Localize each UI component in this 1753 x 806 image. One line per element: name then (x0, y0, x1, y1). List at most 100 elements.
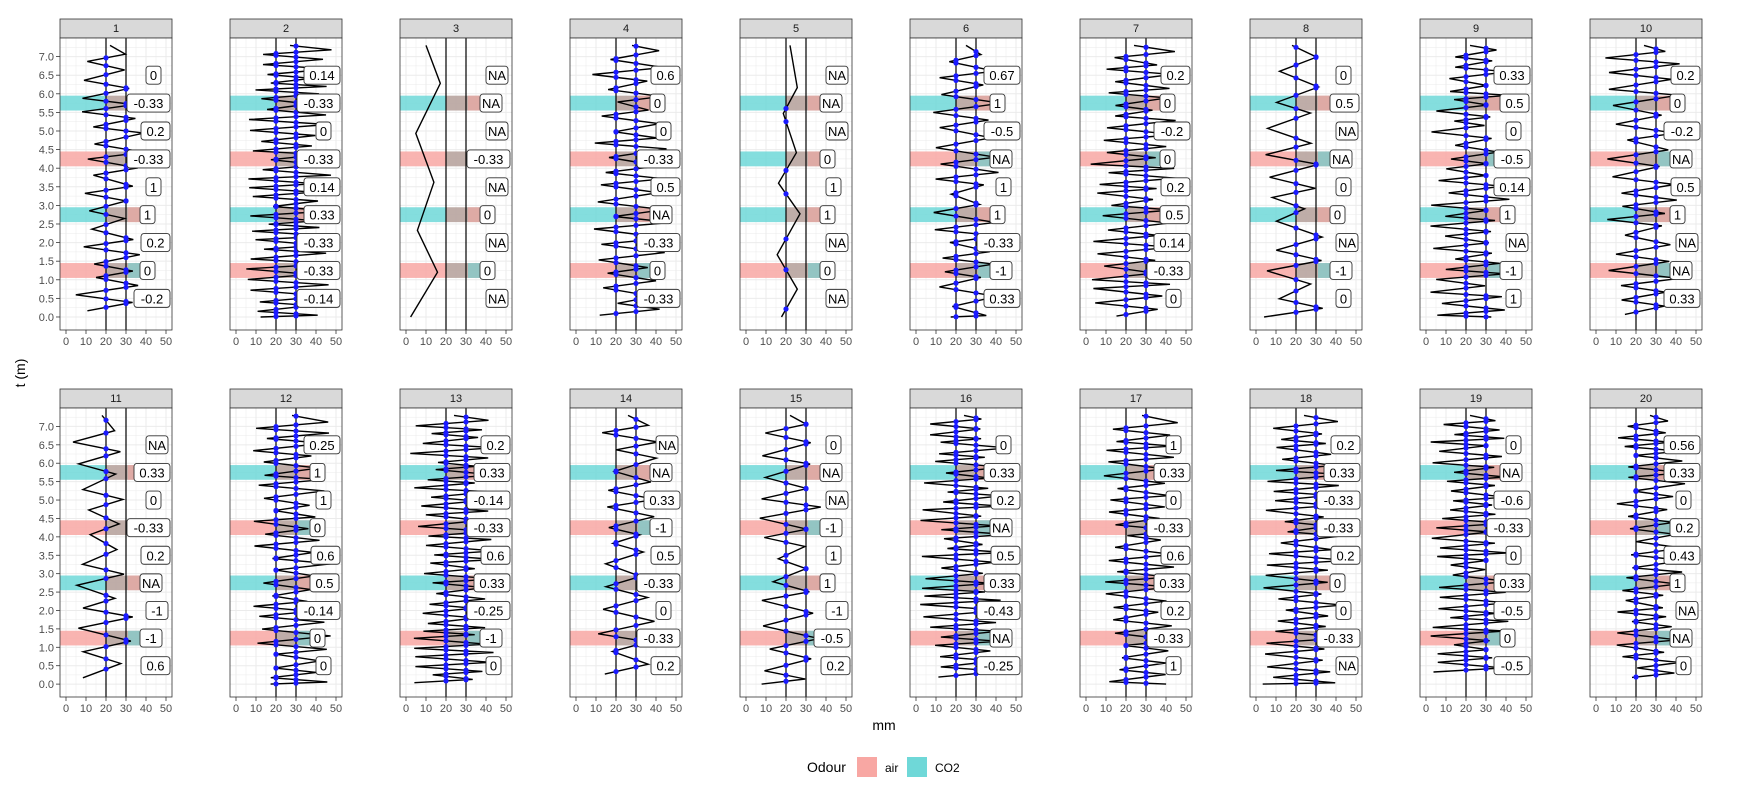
preference-label-box (309, 462, 326, 482)
x-tick-label: 50 (1690, 336, 1702, 348)
crossing-point (613, 229, 619, 235)
preference-label-box (649, 205, 673, 225)
preference-label-box (126, 149, 171, 169)
crossing-point (1653, 622, 1659, 628)
crossing-point (973, 290, 979, 296)
crossing-point (293, 511, 299, 517)
x-tick-label: 20 (1120, 703, 1132, 715)
preference-label-text: 1 (1170, 438, 1177, 453)
preference-label-text: 1 (1510, 291, 1517, 306)
preference-label: 0.2 (1670, 65, 1701, 85)
crossing-point (1653, 554, 1659, 561)
crossing-point (1143, 514, 1149, 520)
crossing-point (1143, 669, 1149, 676)
crossing-point (273, 88, 279, 94)
preference-label: 0.33 (983, 573, 1021, 593)
preference-label-text: 0.14 (309, 180, 334, 195)
preference-label: -0.33 (126, 93, 171, 113)
crossing-point (633, 43, 639, 49)
crossing-point (463, 447, 469, 453)
crossing-point (1143, 620, 1149, 626)
preference-label-text: 0.33 (139, 465, 164, 480)
preference-label-box (1669, 628, 1693, 648)
crossing-point (1123, 297, 1129, 303)
x-tick-label: 50 (840, 703, 852, 715)
legend-label-co2: CO2 (935, 761, 960, 775)
facet-strip-label: 20 (1640, 393, 1652, 405)
x-tick-label: 40 (650, 703, 662, 715)
crossing-point (103, 125, 109, 132)
odour-band-edge (1488, 95, 1502, 111)
crossing-point (633, 222, 639, 228)
crossing-point (783, 617, 789, 623)
preference-label-text: 0.6 (486, 548, 504, 563)
crossing-point (123, 128, 129, 134)
y-axis: 0.00.51.01.52.02.53.03.54.04.55.05.56.06… (39, 421, 60, 691)
crossing-point (1653, 667, 1659, 674)
crossing-point (953, 616, 959, 623)
x-tick-label: 40 (1160, 336, 1172, 348)
odour-band-edge (978, 263, 992, 278)
x-tick-label: 0 (1083, 336, 1089, 348)
crossing-point (1463, 257, 1469, 263)
preference-label-box (650, 545, 681, 565)
crossing-point (1483, 207, 1489, 214)
crossing-point (1633, 526, 1639, 533)
crossing-point (293, 313, 299, 319)
crossing-point (273, 52, 279, 59)
crossing-point (973, 119, 979, 125)
crossing-point (103, 502, 109, 508)
crossing-point (1463, 608, 1469, 614)
crossing-point (1483, 83, 1489, 89)
facet-2: 2-0.14-0.33-0.330.330.14-0.330-0.330.140… (229, 18, 343, 348)
crossing-point (1143, 554, 1149, 560)
crossing-point (633, 461, 639, 468)
crossing-point (1143, 167, 1149, 173)
crossing-point (1313, 680, 1319, 686)
crossing-point (633, 416, 639, 422)
odour-band-CO2 (400, 465, 446, 480)
preference-label: NA (825, 490, 849, 510)
preference-label-box (650, 656, 681, 676)
preference-label-box (1493, 149, 1531, 169)
crossing-point (953, 163, 959, 169)
preference-label: NA (479, 93, 503, 113)
preference-label-text: 0.2 (1676, 68, 1694, 83)
crossing-point (103, 112, 109, 118)
x-tick-label: 30 (970, 703, 982, 715)
preference-label: -0.14 (296, 288, 341, 308)
preference-label: -0.33 (466, 149, 511, 169)
crossing-point (1653, 548, 1659, 555)
crossing-point (1633, 107, 1639, 113)
crossing-point (103, 515, 109, 521)
crossing-point (1483, 94, 1489, 100)
preference-label-box (1160, 177, 1191, 197)
x-tick-label: 0 (1253, 336, 1259, 348)
legend-swatch-air (857, 757, 877, 777)
preference-label: -1 (479, 628, 503, 648)
preference-label: NA (655, 435, 679, 455)
preference-label: 0.14 (303, 65, 341, 85)
crossing-point (613, 541, 619, 547)
odour-band-air (1250, 520, 1296, 536)
crossing-point (1653, 535, 1659, 541)
crossing-point (103, 567, 109, 573)
crossing-point (293, 201, 299, 207)
crossing-point (103, 72, 109, 78)
crossing-point (443, 592, 449, 598)
crossing-point (273, 521, 279, 527)
preference-label-text: 1 (1674, 576, 1681, 591)
preference-label-box (1335, 177, 1352, 197)
crossing-point (443, 432, 449, 438)
crossing-point (973, 184, 979, 190)
x-tick-label: 20 (610, 336, 622, 348)
preference-label: 0.2 (1330, 545, 1361, 565)
crossing-point (1653, 634, 1659, 640)
crossing-point (103, 221, 109, 228)
preference-label-box (296, 601, 341, 620)
preference-label-box (133, 462, 171, 482)
preference-label-box (1663, 435, 1701, 455)
preference-label-text: NA (1508, 236, 1526, 251)
